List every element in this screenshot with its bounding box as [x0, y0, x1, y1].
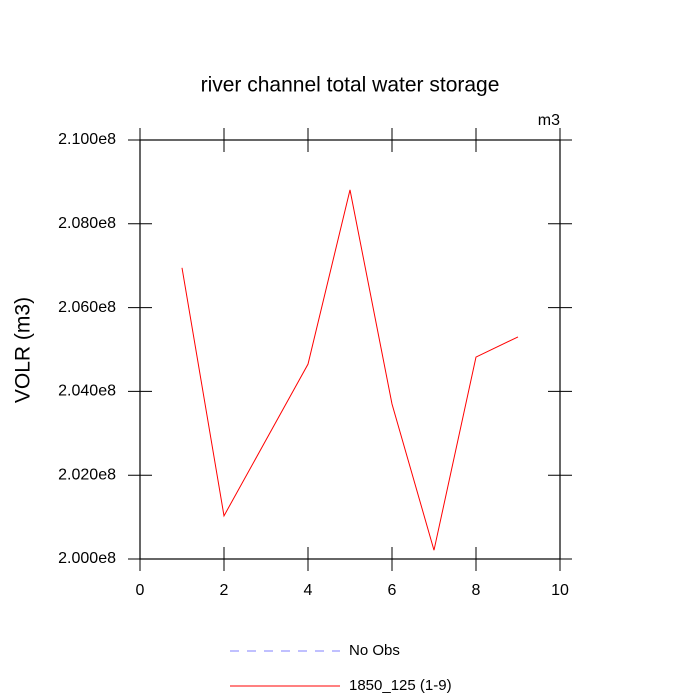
x-tick-label: 0 — [136, 582, 145, 599]
x-tick-label: 10 — [551, 582, 569, 599]
y-tick-label: 2.100e8 — [58, 131, 116, 148]
y-tick-label: 2.020e8 — [58, 466, 116, 483]
x-tick-label: 2 — [220, 582, 229, 599]
legend-label: No Obs — [349, 642, 400, 659]
x-tick-label: 8 — [472, 582, 481, 599]
y-tick-label: 2.000e8 — [58, 550, 116, 567]
chart-title: river channel total water storage — [201, 74, 500, 97]
y-tick-label: 2.060e8 — [58, 299, 116, 316]
data-line — [181, 189, 519, 551]
x-tick-label: 4 — [304, 582, 313, 599]
y-tick-label: 2.040e8 — [58, 383, 116, 400]
y-axis-label: VOLR (m3) — [12, 297, 35, 403]
y-tick-label: 2.080e8 — [58, 215, 116, 232]
legend-label: 1850_125 (1-9) — [349, 677, 452, 694]
x-tick-label: 6 — [388, 582, 397, 599]
plot-frame — [139, 139, 561, 560]
units-label: m3 — [538, 112, 560, 129]
